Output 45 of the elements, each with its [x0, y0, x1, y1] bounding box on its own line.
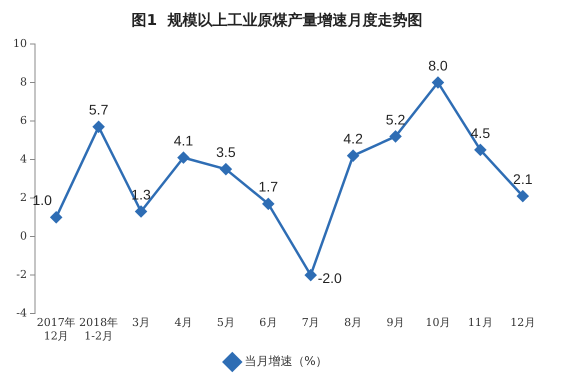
data-label: 5.2 — [386, 111, 406, 128]
y-tick-label: 2 — [20, 190, 27, 204]
point — [304, 269, 316, 281]
point — [390, 130, 402, 142]
y-tick-label: -4 — [16, 306, 27, 320]
data-label: 4.1 — [174, 132, 194, 148]
x-tick-label: 5月 — [216, 316, 235, 330]
y-tick-label: 6 — [20, 114, 27, 127]
data-label: 2.1 — [513, 170, 533, 187]
x-tick-label: 6月 — [259, 316, 278, 330]
x-tick-label: 12月 — [510, 316, 536, 330]
point — [262, 198, 274, 210]
x-tick-label: 8月 — [344, 316, 362, 330]
legend-label: 当月增速（%） — [244, 354, 328, 368]
y-tick-label: 4 — [20, 152, 27, 166]
point — [178, 152, 190, 164]
data-label: -2.0 — [318, 270, 342, 286]
x-tick-label: 2017年 12月 — [36, 316, 76, 342]
point — [517, 190, 529, 202]
data-label: 3.5 — [216, 144, 236, 160]
y-tick-label: 8 — [20, 75, 27, 88]
data-label: 1.0 — [32, 192, 52, 208]
point — [135, 206, 147, 218]
point — [220, 163, 232, 175]
x-tick-label: 9月 — [386, 316, 405, 330]
point — [347, 150, 359, 162]
x-tick-label: 3月 — [132, 316, 150, 330]
x-tick-label: 4月 — [174, 316, 192, 330]
point — [432, 76, 444, 88]
point — [474, 144, 486, 156]
x-tick-label: 10月 — [425, 316, 450, 330]
data-label: 4.5 — [470, 124, 490, 141]
y-tick-label: 0 — [20, 229, 27, 242]
data-label: 1.7 — [258, 178, 278, 195]
point — [50, 212, 62, 224]
point — [92, 121, 104, 133]
y-tick-label: -2 — [16, 268, 27, 281]
data-label: 4.2 — [343, 130, 364, 147]
x-tick-label: 7月 — [302, 316, 320, 330]
data-label: 5.7 — [88, 102, 109, 118]
x-tick-label: 2018年 1-2月 — [79, 316, 118, 342]
data-label: 8.0 — [428, 57, 448, 74]
x-tick-label: 11月 — [468, 316, 493, 330]
chart-title: 图1 规模以上工业原煤产量增速月度走势图 — [132, 10, 422, 29]
y-tick-label: 10 — [12, 36, 27, 50]
